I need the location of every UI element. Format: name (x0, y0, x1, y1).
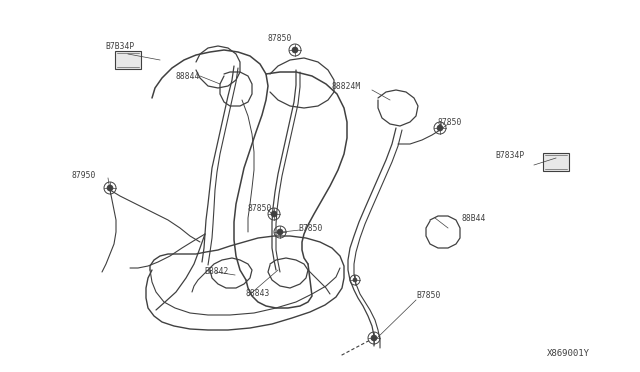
Text: B7834P: B7834P (495, 151, 524, 160)
Circle shape (434, 122, 446, 134)
Bar (543, 153, 569, 171)
Text: B7B34P: B7B34P (105, 42, 134, 51)
Text: 87850: 87850 (248, 203, 273, 212)
Text: 88843: 88843 (246, 289, 270, 298)
Circle shape (104, 182, 116, 194)
Circle shape (107, 185, 113, 191)
Text: X869001Y: X869001Y (547, 349, 590, 358)
Circle shape (292, 47, 298, 53)
Text: BB842: BB842 (204, 267, 228, 276)
Circle shape (350, 275, 360, 285)
Circle shape (271, 211, 277, 217)
Text: 88824M: 88824M (332, 81, 361, 90)
Circle shape (368, 332, 380, 344)
Text: 87850: 87850 (268, 33, 292, 42)
Circle shape (289, 44, 301, 56)
Text: 88844: 88844 (176, 71, 200, 80)
Circle shape (268, 208, 280, 220)
Text: 87950: 87950 (72, 170, 97, 180)
Text: 87850: 87850 (438, 118, 462, 126)
Circle shape (277, 229, 283, 235)
Circle shape (437, 125, 443, 131)
Circle shape (371, 335, 377, 341)
Text: B7850: B7850 (416, 292, 440, 301)
Text: 88B44: 88B44 (462, 214, 486, 222)
Text: B7850: B7850 (298, 224, 323, 232)
Bar (115, 51, 141, 69)
Circle shape (353, 278, 357, 282)
Circle shape (274, 226, 286, 238)
